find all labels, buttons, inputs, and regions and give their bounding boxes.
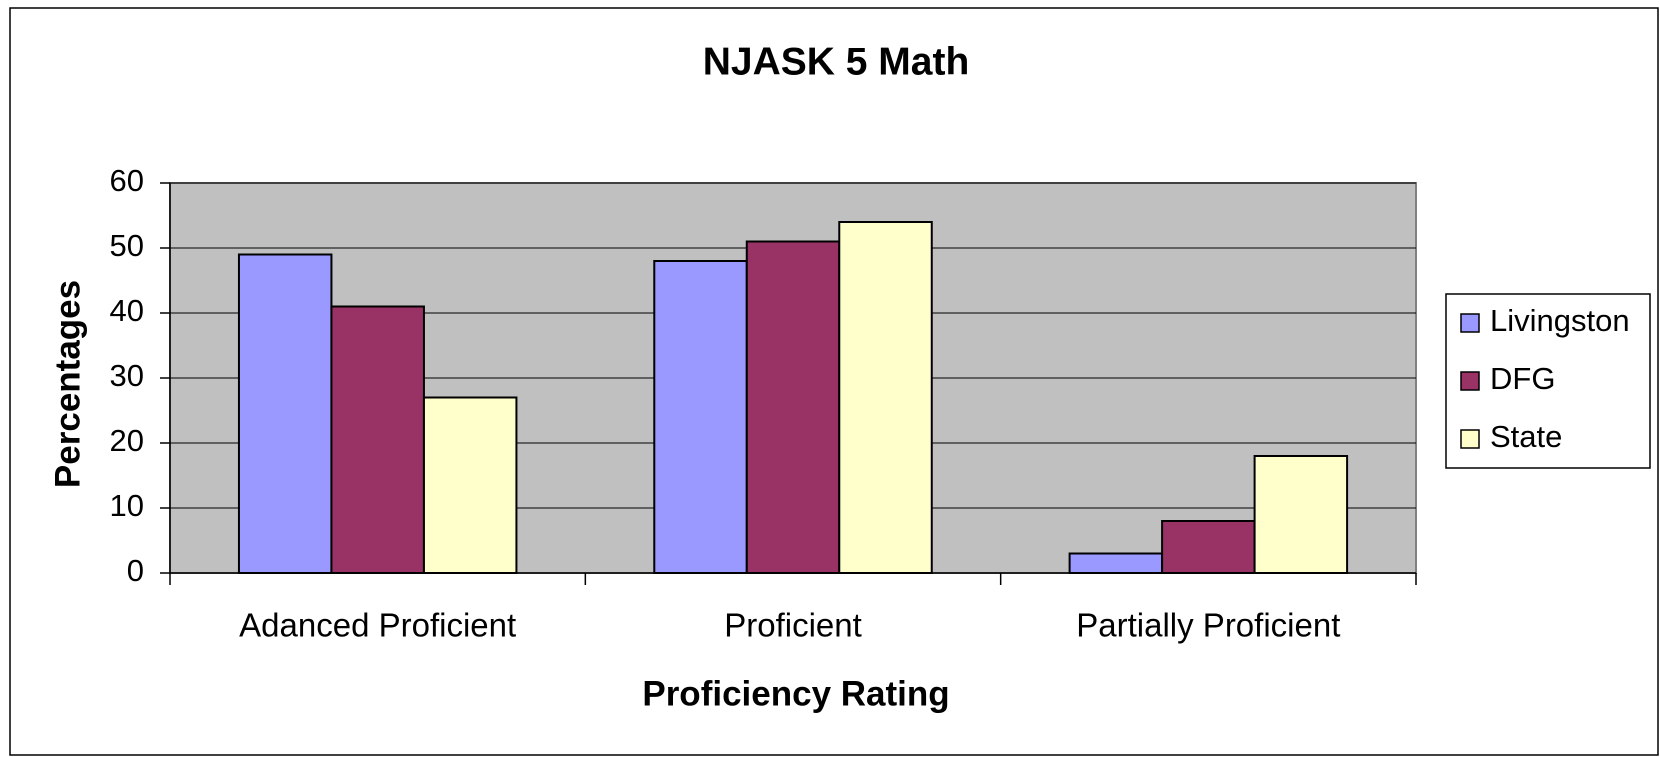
x-tick-label: Adanced Proficient	[239, 607, 516, 644]
y-tick-label: 10	[110, 488, 144, 523]
bar	[1068, 552, 1164, 574]
legend	[1445, 293, 1651, 469]
x-tick-label: Proficient	[724, 607, 862, 644]
bar	[237, 253, 333, 574]
legend-label: DFG	[1490, 361, 1555, 396]
y-tick-label: 0	[127, 553, 144, 588]
y-tick-label: 50	[110, 228, 144, 263]
x-axis-label: Proficiency Rating	[642, 674, 949, 713]
bar	[1253, 455, 1349, 574]
chart-title: NJASK 5 Math	[703, 40, 970, 83]
bar	[838, 221, 933, 574]
legend-swatch	[1460, 371, 1480, 391]
x-tick-label: Partially Proficient	[1076, 607, 1340, 644]
bar	[422, 396, 518, 574]
bar	[745, 240, 841, 574]
bar	[653, 260, 748, 574]
y-tick-label: 40	[110, 293, 144, 328]
legend-swatch	[1460, 429, 1480, 449]
legend-label: Livingston	[1490, 303, 1630, 338]
legend-label: State	[1490, 419, 1562, 454]
y-tick-label: 20	[110, 423, 144, 458]
y-axis-label: Percentages	[48, 280, 87, 488]
bar	[1161, 520, 1256, 574]
legend-swatch	[1460, 313, 1480, 333]
y-tick-label: 60	[110, 163, 144, 198]
bar	[330, 305, 425, 574]
y-tick-label: 30	[110, 358, 144, 393]
